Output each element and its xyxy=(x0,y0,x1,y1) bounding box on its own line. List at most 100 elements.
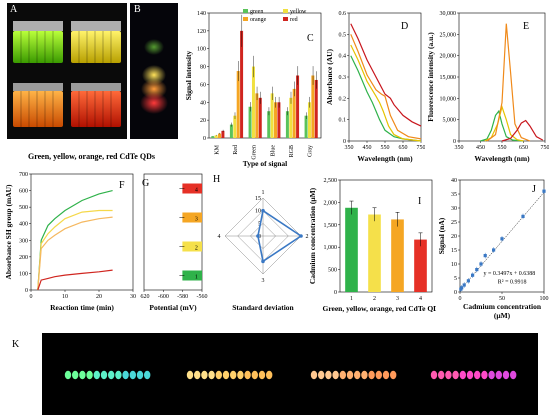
data-point-3 xyxy=(462,283,466,287)
x-axis-label: Green, yellow, orange, red CdTe QDs xyxy=(322,304,436,313)
panel-letter-i: I xyxy=(418,196,421,207)
strip-spot xyxy=(445,370,452,380)
series-line-4 xyxy=(37,269,113,291)
bar-3 xyxy=(391,219,404,292)
strip-spot xyxy=(452,370,459,380)
strip-spot xyxy=(258,370,266,380)
strip-spot xyxy=(310,370,318,380)
strip-spot xyxy=(488,370,495,380)
chart-c-signal-intensity: 0 20 40 60 80 100 120 140 KM Red Green Blue RGB Gray T… xyxy=(184,9,322,168)
data-point-4 xyxy=(466,279,470,283)
y-tick-label: 60 xyxy=(200,82,206,88)
x-axis-label: Potential (mV) xyxy=(149,303,197,312)
strip-spot xyxy=(332,370,339,380)
y-tick-label: 1,500 xyxy=(324,223,338,229)
strip-spot xyxy=(64,370,72,380)
y-tick-label: 40 xyxy=(200,100,206,106)
x-axis-label: Type of signal xyxy=(243,159,287,168)
bar-red-rgb xyxy=(296,75,300,138)
x-axis-label: Standard deviation xyxy=(232,303,294,312)
legend-label-orange: orange xyxy=(250,17,267,23)
y-tick-label: 15 xyxy=(451,248,457,254)
y-tick-label: 500 xyxy=(19,205,28,211)
chart-i-cadmium-bars: 0 500 1,000 1,500 2,000 2,500 1 2 3 4 Green, yello… xyxy=(308,178,436,313)
photo-panel-k: K xyxy=(12,333,538,415)
x-tick-label-km: KM xyxy=(214,144,220,154)
strip-spot xyxy=(368,370,375,380)
bar-4 xyxy=(414,239,427,292)
y-axis-label: Fluorescence intensity (a.u.) xyxy=(427,32,435,122)
strip-spot xyxy=(144,370,151,380)
x-axis-label: Reaction time (min) xyxy=(50,303,114,312)
bar-red-red xyxy=(240,30,244,138)
bar-4 xyxy=(182,183,202,194)
x-tick-label: 100 xyxy=(540,296,549,302)
x-axis-label: Wavelength (nm) xyxy=(357,154,413,163)
x-tick-label: 450 xyxy=(476,145,485,151)
strip-spot xyxy=(502,370,510,380)
x-tick-label-3: 3 xyxy=(396,296,399,302)
bar-red-blue xyxy=(277,102,281,138)
data-point-2 xyxy=(460,286,464,290)
radar-axis-label-4: 4 xyxy=(218,234,221,240)
strip-spot xyxy=(122,370,129,380)
x-tick-label: 550 xyxy=(381,145,390,151)
strip-spot xyxy=(375,370,382,380)
x-tick-label: 750 xyxy=(541,145,550,151)
y-tick-label: 15,000 xyxy=(440,75,457,81)
strip-spot xyxy=(481,370,488,380)
strip-spot xyxy=(86,370,93,380)
strip-spot xyxy=(237,370,244,380)
strip-spot xyxy=(361,370,368,380)
series-line-2 xyxy=(484,104,524,142)
strip-spot xyxy=(194,370,201,380)
plot-frame xyxy=(143,173,203,291)
strip-spot xyxy=(201,370,208,380)
plot-frame xyxy=(30,173,134,291)
legend-swatch-orange xyxy=(243,17,248,21)
strip-spot xyxy=(318,370,325,380)
bar-orange-km xyxy=(218,133,222,138)
series-line-1 xyxy=(37,190,113,291)
y-tick-label: 20 xyxy=(200,118,206,124)
x-tick-label-green: Green xyxy=(252,145,258,160)
x-tick-label: -620 xyxy=(140,294,150,300)
panel-letter-f: F xyxy=(119,180,125,191)
x-tick-label-4: 4 xyxy=(419,296,422,302)
y-tick-label: 2,500 xyxy=(324,178,338,184)
x-tick-label: 750 xyxy=(417,145,426,151)
strip-spot xyxy=(222,370,230,380)
strip-spot xyxy=(115,370,122,380)
bar-1 xyxy=(182,270,202,281)
strip-spot xyxy=(346,370,354,380)
strip-spot xyxy=(339,370,346,380)
strip-spot xyxy=(230,370,237,380)
y-tick-label: 40 xyxy=(451,178,457,184)
y-tick-label: 0 xyxy=(203,136,206,142)
bar-3 xyxy=(182,212,202,223)
plot-frame xyxy=(348,12,422,142)
strip-photo xyxy=(42,333,538,415)
bar-green-red xyxy=(229,124,233,138)
y-tick-label: 0.2 xyxy=(339,96,347,102)
series-line-2 xyxy=(350,44,422,142)
y-axis-label: Absorbance SH group (mAU) xyxy=(4,184,13,280)
y-tick-label: 2,000 xyxy=(324,200,338,206)
panel-letter-c: C xyxy=(307,33,314,44)
y-tick-label: 25,000 xyxy=(440,32,457,38)
series-line-3 xyxy=(37,216,113,291)
plot-frame xyxy=(208,12,322,139)
bar-2 xyxy=(368,214,381,292)
panel-letter-g: G xyxy=(142,178,149,189)
strip-spot xyxy=(325,370,332,380)
plot-frame xyxy=(339,179,433,293)
y-tick-label: 0 xyxy=(454,290,457,296)
y-tick-label: 30 xyxy=(451,206,457,212)
radar-tick-label: 15 xyxy=(255,196,261,202)
strip-spot xyxy=(382,370,390,380)
strip-spot xyxy=(466,370,474,380)
bar-green-km xyxy=(211,136,215,138)
y-tick-label: 0 xyxy=(334,290,337,296)
strip-spot xyxy=(459,370,466,380)
bar-label-3: 3 xyxy=(195,217,198,223)
